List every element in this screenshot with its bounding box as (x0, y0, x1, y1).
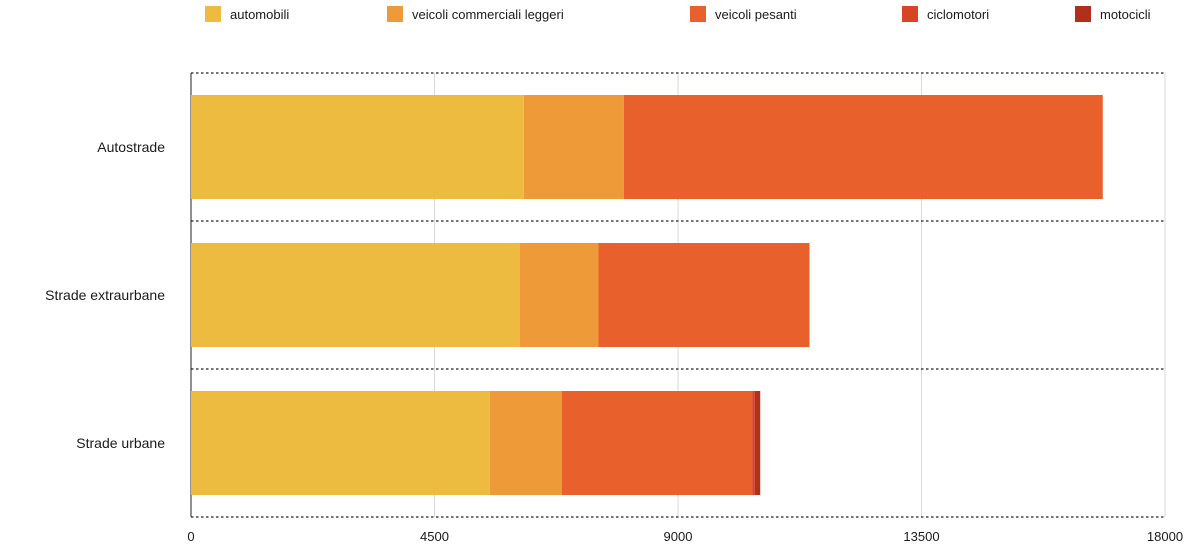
bar-strade-urbane-motocicli (754, 391, 761, 495)
bar-strade-urbane-ciclomotori (752, 391, 755, 495)
legend-label-automobili: automobili (230, 7, 289, 22)
bar-strade-urbane-veicoli-pesanti (561, 391, 753, 495)
bar-strade-extraurbane-veicoli-commerciali-leggeri (519, 243, 599, 347)
bar-strade-urbane-automobili (191, 391, 490, 495)
x-axis-ticks: 0 4500 9000 13500 18000 (187, 529, 1183, 544)
category-label-strade-urbane: Strade urbane (76, 435, 165, 451)
category-separators (191, 72, 1165, 518)
x-tick-label-0: 0 (187, 529, 194, 544)
legend-swatch-veicoli-pesanti (690, 6, 706, 22)
legend-swatch-ciclomotori (902, 6, 918, 22)
bar-autostrade-automobili (191, 95, 524, 199)
x-tick-label-9000: 9000 (664, 529, 693, 544)
bar-strade-extraurbane-automobili (191, 243, 520, 347)
bar-strade-urbane-veicoli-commerciali-leggeri (489, 391, 562, 495)
legend-swatch-motocicli (1075, 6, 1091, 22)
bar-autostrade-veicoli-pesanti (623, 95, 1103, 199)
legend-swatch-automobili (205, 6, 221, 22)
bars (191, 95, 1103, 495)
legend: automobili veicoli commerciali leggeri vei… (205, 6, 1151, 22)
legend-label-motocicli: motocicli (1100, 7, 1151, 22)
legend-label-ciclomotori: ciclomotori (927, 7, 989, 22)
category-labels: Autostrade Strade extraurbane Strade urban… (45, 139, 165, 451)
category-label-autostrade: Autostrade (97, 139, 165, 155)
bar-strade-extraurbane-veicoli-pesanti (598, 243, 810, 347)
legend-label-veicoli-commerciali-leggeri: veicoli commerciali leggeri (412, 7, 564, 22)
legend-label-veicoli-pesanti: veicoli pesanti (715, 7, 797, 22)
legend-swatch-veicoli-commerciali-leggeri (387, 6, 403, 22)
x-tick-label-4500: 4500 (420, 529, 449, 544)
x-tick-label-13500: 13500 (903, 529, 939, 544)
category-label-strade-extraurbane: Strade extraurbane (45, 287, 165, 303)
bar-autostrade-veicoli-commerciali-leggeri (523, 95, 624, 199)
x-tick-label-18000: 18000 (1147, 529, 1183, 544)
